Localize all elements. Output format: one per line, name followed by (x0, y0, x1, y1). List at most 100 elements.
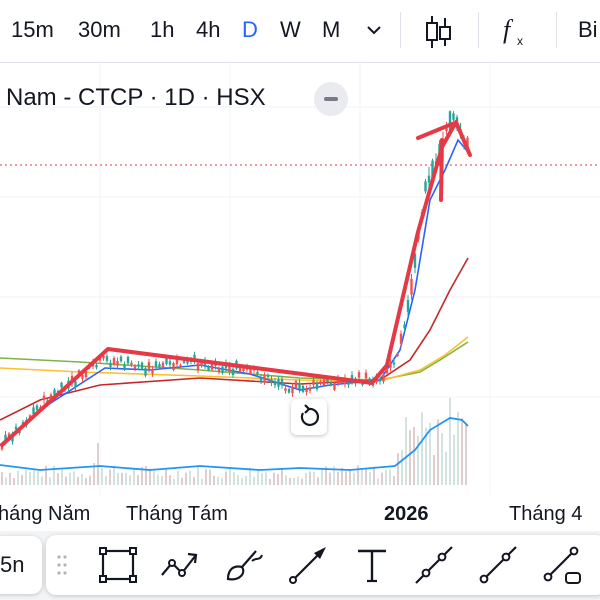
drag-handle-icon[interactable] (54, 543, 70, 587)
candle-body (217, 368, 221, 373)
candle-body (207, 366, 210, 371)
candle-body (312, 380, 315, 385)
candle-body (364, 372, 368, 379)
polyline-icon[interactable] (158, 543, 202, 587)
candle-body (424, 181, 427, 192)
timeframe-d[interactable]: D (242, 17, 258, 42)
candle-body (126, 356, 130, 364)
candle-body (305, 389, 308, 392)
drawing-toolbar: 5n (0, 531, 600, 600)
candle-body (448, 111, 452, 131)
candle-body (427, 175, 431, 183)
toolbar-divider (478, 12, 479, 48)
trend-drawing (439, 138, 444, 202)
timeframe-m[interactable]: M (322, 17, 341, 42)
candle-body (238, 367, 242, 372)
brush-icon[interactable] (222, 543, 266, 587)
candle-body (95, 364, 98, 368)
candle-body (273, 381, 277, 386)
candle-body (322, 379, 326, 386)
candle-body (266, 374, 270, 378)
chevron-down-icon[interactable] (366, 24, 382, 36)
arrow-icon[interactable] (286, 543, 330, 587)
candle-body (196, 363, 200, 371)
candle-body (109, 362, 112, 367)
ray-icon[interactable] (476, 543, 520, 587)
ma-blue-line (0, 138, 469, 446)
candle-body (112, 357, 116, 365)
candle-body (431, 160, 434, 180)
ma-red-line (0, 257, 469, 421)
candle-body (392, 362, 396, 365)
candle-body (389, 362, 392, 368)
candle-body (329, 381, 333, 386)
timeframe-30m[interactable]: 30m (78, 17, 121, 42)
candle-body (228, 365, 231, 372)
collapse-legend-button[interactable] (314, 82, 348, 116)
toolbar-cut-item[interactable]: Bi (578, 17, 598, 42)
candle-body (175, 357, 179, 365)
candle-body (130, 362, 133, 365)
candle-body (256, 371, 259, 375)
fx-icon[interactable]: f x (500, 14, 532, 50)
candlestick-icon[interactable] (424, 14, 454, 50)
candle-body (84, 371, 88, 378)
candle-body (287, 389, 291, 393)
candle-body (357, 372, 361, 378)
candle-body (399, 333, 403, 345)
candle-body (350, 375, 354, 381)
candle-body (280, 379, 284, 386)
chart-title: Nam - CTCP · 1D · HSX (6, 84, 266, 111)
candle-body (315, 382, 319, 390)
toolbar-divider (400, 12, 401, 48)
time-axis[interactable]: háng Năm Tháng Tám 2026 Tháng 4 (0, 495, 600, 531)
reset-chart-button[interactable] (291, 399, 327, 435)
timeframe-1h[interactable]: 1h (150, 17, 175, 42)
candle-body (200, 362, 203, 366)
timeframe-15m[interactable]: 15m (11, 17, 54, 42)
candle-body (231, 368, 235, 376)
candle-body (277, 379, 280, 387)
text-icon[interactable] (350, 543, 394, 587)
candle-body (333, 382, 336, 390)
candle-body (298, 382, 301, 390)
candle-body (270, 379, 273, 383)
candle-body (378, 378, 382, 382)
candle-body (165, 358, 168, 364)
candle-body (294, 381, 298, 388)
price-chart[interactable] (0, 63, 600, 495)
svg-text:x: x (517, 34, 523, 48)
interval-chip-label: 5n (0, 552, 25, 577)
interval-chip[interactable]: 5n (0, 536, 42, 594)
trend-drawing (0, 120, 472, 447)
rectangle-icon[interactable] (96, 543, 140, 587)
candle-body (301, 385, 305, 392)
candle-body (119, 356, 123, 362)
time-axis-label: Tháng Tám (126, 503, 228, 525)
candle-body (308, 387, 312, 391)
candle-body (42, 395, 46, 400)
candle-body (28, 415, 32, 418)
candle-body (249, 367, 252, 374)
candle-body (284, 388, 287, 391)
candle-body (158, 364, 161, 367)
time-axis-label: háng Năm (0, 503, 91, 525)
extended-line-icon[interactable] (540, 543, 584, 587)
timeframe-w[interactable]: W (280, 17, 301, 42)
candle-body (413, 253, 417, 268)
candle-body (35, 405, 39, 410)
svg-text:f: f (503, 15, 514, 44)
candle-body (74, 381, 77, 387)
candle-body (154, 361, 158, 367)
candle-body (0, 446, 4, 450)
candle-body (179, 364, 182, 367)
candle-body (144, 368, 147, 376)
candle-body (137, 364, 140, 367)
trend-line-icon[interactable] (412, 543, 456, 587)
time-axis-label: Tháng 4 (509, 503, 583, 525)
candle-body (410, 278, 413, 295)
candle-body (193, 354, 196, 362)
candle-body (14, 426, 18, 430)
candle-body (326, 377, 329, 383)
timeframe-4h[interactable]: 4h (196, 17, 221, 42)
